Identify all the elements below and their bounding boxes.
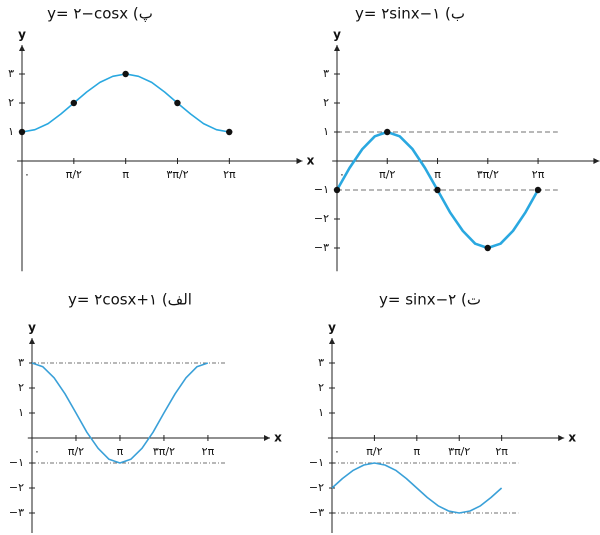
- x-tick-label: π: [117, 445, 124, 458]
- x-tick-label: ۳π/۲: [166, 168, 188, 181]
- x-arrow: [558, 435, 565, 441]
- y-arrow: [29, 338, 35, 344]
- y-arrow: [334, 45, 340, 51]
- chart-panel: ت) y= sinx−۲ x y ۰ π/۲ π ۳π/۲ ۲π ۳ ۲ ۱ −۱ −۲ −۳: [309, 291, 576, 533]
- y-tick-label: ۱: [8, 125, 14, 138]
- x-axis-label: x: [568, 431, 576, 445]
- x-tick-label: ۳π/۲: [477, 168, 499, 181]
- x-tick-label: ۰: [34, 445, 40, 458]
- chart-panel: الف) y= ۲cosx+۱ x y ۰ π/۲ π ۳π/۲ ۲π ۳ ۲ ۱ −۱ −۲ −۳: [9, 291, 282, 533]
- y-tick-label: −۳: [314, 241, 329, 254]
- x-tick-label: π/۲: [68, 445, 84, 458]
- point: [333, 186, 341, 194]
- y-tick-label: ۱: [318, 406, 324, 419]
- y-tick-label: ۳: [18, 356, 24, 369]
- curve: [331, 462, 503, 514]
- chart-title: ت) y= sinx−۲: [379, 291, 481, 309]
- curve: [21, 73, 230, 133]
- x-arrow: [593, 158, 600, 164]
- x-tick-label: ۲π: [532, 168, 545, 181]
- y-axis-label: y: [18, 28, 26, 42]
- y-tick-label: ۲: [318, 381, 324, 394]
- y-arrow: [19, 45, 25, 51]
- point: [534, 186, 542, 194]
- x-tick-label: ۰: [24, 168, 30, 181]
- y-tick-label: −۲: [9, 481, 24, 494]
- x-tick-label: ۳π/۲: [153, 445, 175, 458]
- x-tick-label: π: [414, 445, 421, 458]
- y-tick-label: −۲: [314, 212, 329, 225]
- y-tick-label: ۲: [323, 96, 329, 109]
- x-axis-label: x: [307, 154, 315, 168]
- chart-panel: پ) y= ۲−cosx x y ۰ π/۲ π ۳π/۲ ۲π ۱ ۲ ۳: [8, 5, 315, 272]
- x-tick-label: ۲π: [202, 445, 215, 458]
- y-tick-label: ۳: [323, 67, 329, 80]
- x-tick-label: π: [122, 168, 129, 181]
- y-tick-label: −۳: [9, 506, 24, 519]
- x-tick-label: π/۲: [366, 445, 382, 458]
- chart-title: پ) y= ۲−cosx: [47, 5, 153, 23]
- x-arrow: [296, 158, 303, 164]
- y-tick-label: −۱: [9, 456, 24, 469]
- y-tick-label: ۲: [18, 381, 24, 394]
- x-tick-label: ۰: [339, 168, 345, 181]
- point: [434, 186, 441, 194]
- chart-title: الف) y= ۲cosx+۱: [68, 291, 192, 309]
- x-tick-label: ۳π/۲: [448, 445, 470, 458]
- y-tick-label: ۳: [318, 356, 324, 369]
- y-tick-label: ۳: [8, 67, 14, 80]
- point: [384, 128, 391, 136]
- y-axis-label: y: [333, 28, 341, 42]
- x-tick-label: π/۲: [379, 168, 395, 181]
- x-arrow: [264, 435, 270, 441]
- chart-title: ب) y= ۲sinx−۱: [355, 5, 465, 23]
- point: [484, 244, 491, 252]
- x-tick-label: ۲π: [223, 168, 236, 181]
- x-tick-label: ۲π: [495, 445, 508, 458]
- x-tick-label: π: [434, 168, 441, 181]
- x-tick-label: ۰: [334, 445, 340, 458]
- y-tick-label: −۳: [309, 506, 324, 519]
- point: [174, 99, 181, 107]
- y-tick-label: ۲: [8, 96, 14, 109]
- y-tick-label: ۱: [18, 406, 24, 419]
- x-axis-label: x: [274, 431, 282, 445]
- y-tick-label: −۱: [314, 183, 329, 196]
- curve: [31, 362, 209, 464]
- point: [122, 70, 129, 78]
- point: [18, 128, 26, 136]
- y-axis-label: y: [328, 321, 336, 335]
- point: [226, 128, 233, 136]
- y-tick-label: ۱: [323, 125, 329, 138]
- y-tick-label: −۱: [309, 456, 324, 469]
- y-tick-label: −۲: [309, 481, 324, 494]
- y-axis-label: y: [28, 321, 36, 335]
- x-tick-label: π/۲: [66, 168, 82, 181]
- point: [70, 99, 78, 107]
- y-arrow: [329, 338, 335, 344]
